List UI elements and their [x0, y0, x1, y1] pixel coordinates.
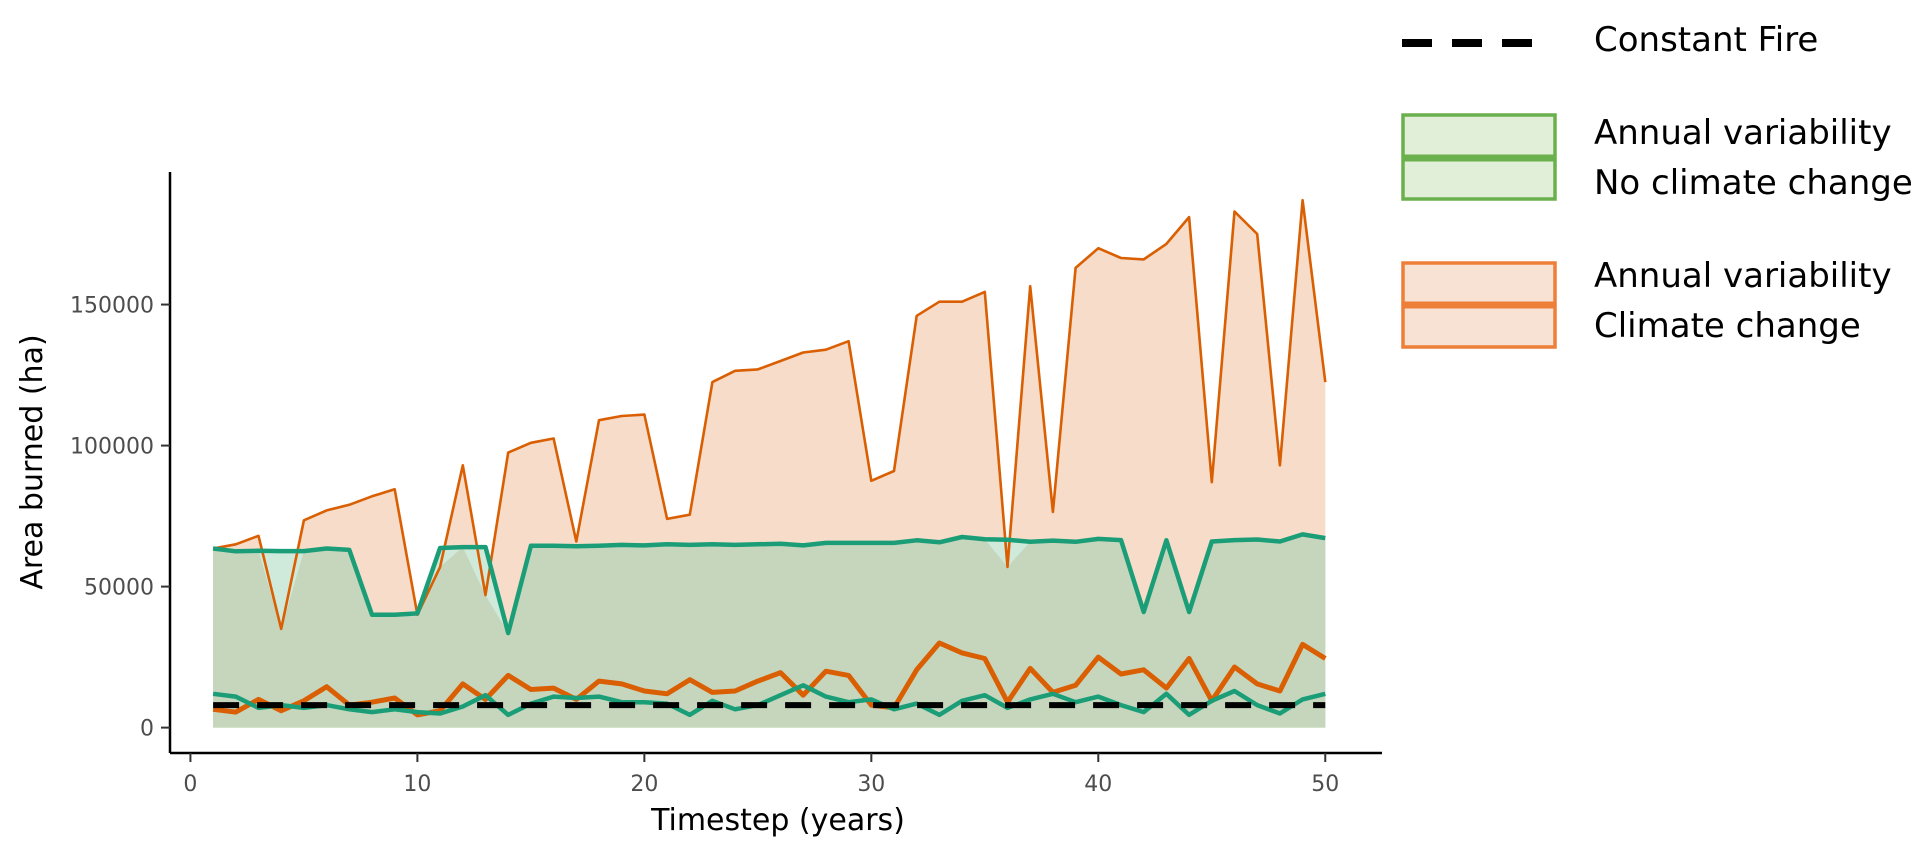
- x-tick-label: 50: [1311, 772, 1339, 797]
- x-tick-label: 20: [630, 772, 658, 797]
- nocc-lower-series-line: [212, 683, 1326, 718]
- legend-constant-fire-label: Constant Fire: [1594, 20, 1818, 60]
- legend-cc-label-line1: Annual variability: [1594, 256, 1892, 296]
- y-tick-label: 50000: [84, 576, 154, 601]
- legend-item-climate-change: Annual variability Climate change: [1401, 256, 1892, 349]
- y-axis-ticks: 0 50000 100000 150000: [70, 294, 170, 742]
- y-tick-label: 0: [140, 717, 154, 742]
- legend-cc-label-line2: Climate change: [1594, 306, 1861, 346]
- legend-item-no-climate-change: Annual variability No climate change: [1401, 113, 1913, 203]
- x-tick-label: 40: [1084, 772, 1112, 797]
- cc-lower-series-line: [212, 640, 1327, 718]
- x-tick-label: 0: [183, 772, 197, 797]
- y-tick-label: 100000: [70, 435, 154, 460]
- x-axis-title: Timestep (years): [650, 803, 905, 838]
- legend-item-constant-fire: Constant Fire: [1402, 20, 1818, 60]
- y-axis-title: Area burned (ha): [15, 334, 50, 589]
- x-tick-label: 10: [403, 772, 431, 797]
- legend-nocc-label-line1: Annual variability: [1594, 113, 1892, 153]
- cc-upper-series-line: [212, 198, 1327, 631]
- nocc-variability-band: [213, 534, 1326, 728]
- x-tick-label: 30: [857, 772, 885, 797]
- legend-nocc-label-line2: No climate change: [1594, 163, 1913, 203]
- y-tick-label: 150000: [70, 294, 154, 319]
- x-axis-ticks: 0 10 20 30 40 50: [183, 753, 1339, 797]
- axes: 0 10 20 30 40 50 0 50000 100000 150000 Timestep …: [15, 172, 1382, 838]
- nocc-upper-series-line: [212, 532, 1326, 636]
- plot-area: [212, 198, 1327, 728]
- legend: Constant Fire Annual variability No clim…: [1401, 20, 1913, 349]
